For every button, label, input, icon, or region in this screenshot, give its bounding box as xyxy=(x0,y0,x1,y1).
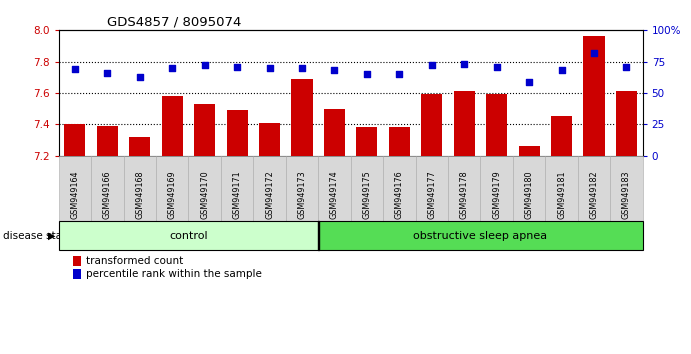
Point xyxy=(296,65,307,71)
Text: GSM949172: GSM949172 xyxy=(265,171,274,219)
Text: GSM949176: GSM949176 xyxy=(395,171,404,219)
Text: GSM949170: GSM949170 xyxy=(200,171,209,219)
Text: GSM949169: GSM949169 xyxy=(168,171,177,219)
Point xyxy=(426,62,437,68)
Point xyxy=(102,70,113,76)
Text: GSM949171: GSM949171 xyxy=(233,171,242,219)
Point xyxy=(329,68,340,73)
Point xyxy=(231,64,243,69)
Bar xyxy=(129,137,151,156)
Text: control: control xyxy=(169,231,208,241)
Bar xyxy=(616,91,637,156)
Bar xyxy=(389,127,410,156)
Point xyxy=(394,71,405,77)
Point xyxy=(264,65,275,71)
Bar xyxy=(227,110,247,156)
Point xyxy=(361,71,372,77)
Bar xyxy=(194,104,216,156)
Bar xyxy=(551,116,572,156)
Text: GSM949182: GSM949182 xyxy=(589,171,598,219)
Text: GSM949181: GSM949181 xyxy=(557,171,566,219)
Bar xyxy=(64,124,86,156)
Point xyxy=(167,65,178,71)
Text: GDS4857 / 8095074: GDS4857 / 8095074 xyxy=(107,16,241,29)
Point xyxy=(621,64,632,69)
Bar xyxy=(292,79,312,156)
Text: obstructive sleep apnea: obstructive sleep apnea xyxy=(413,231,547,241)
Text: percentile rank within the sample: percentile rank within the sample xyxy=(86,269,263,279)
Text: GSM949173: GSM949173 xyxy=(298,171,307,219)
Text: GSM949183: GSM949183 xyxy=(622,171,631,219)
Text: GSM949174: GSM949174 xyxy=(330,171,339,219)
Text: transformed count: transformed count xyxy=(86,256,184,266)
Point xyxy=(199,62,210,68)
Text: GSM949175: GSM949175 xyxy=(362,171,371,219)
Point xyxy=(556,68,567,73)
Text: GSM949164: GSM949164 xyxy=(70,171,79,219)
Point xyxy=(69,66,80,72)
Text: GSM949178: GSM949178 xyxy=(460,171,468,219)
Point xyxy=(134,74,145,79)
Bar xyxy=(324,109,345,156)
Point xyxy=(589,50,600,56)
Text: disease state: disease state xyxy=(3,231,73,241)
Bar xyxy=(97,126,118,156)
Text: GSM949168: GSM949168 xyxy=(135,171,144,219)
Bar xyxy=(518,146,540,156)
Bar xyxy=(454,91,475,156)
Text: GSM949179: GSM949179 xyxy=(492,171,501,219)
Bar xyxy=(422,95,442,156)
Bar xyxy=(486,95,507,156)
Bar xyxy=(259,123,280,156)
Text: GSM949177: GSM949177 xyxy=(427,171,436,219)
Bar xyxy=(583,36,605,156)
Point xyxy=(491,64,502,69)
Text: ▶: ▶ xyxy=(48,231,55,241)
Point xyxy=(524,79,535,85)
Text: GSM949180: GSM949180 xyxy=(524,171,533,219)
Bar xyxy=(357,127,377,156)
Bar xyxy=(162,96,183,156)
Text: GSM949166: GSM949166 xyxy=(103,171,112,219)
Point xyxy=(459,61,470,67)
